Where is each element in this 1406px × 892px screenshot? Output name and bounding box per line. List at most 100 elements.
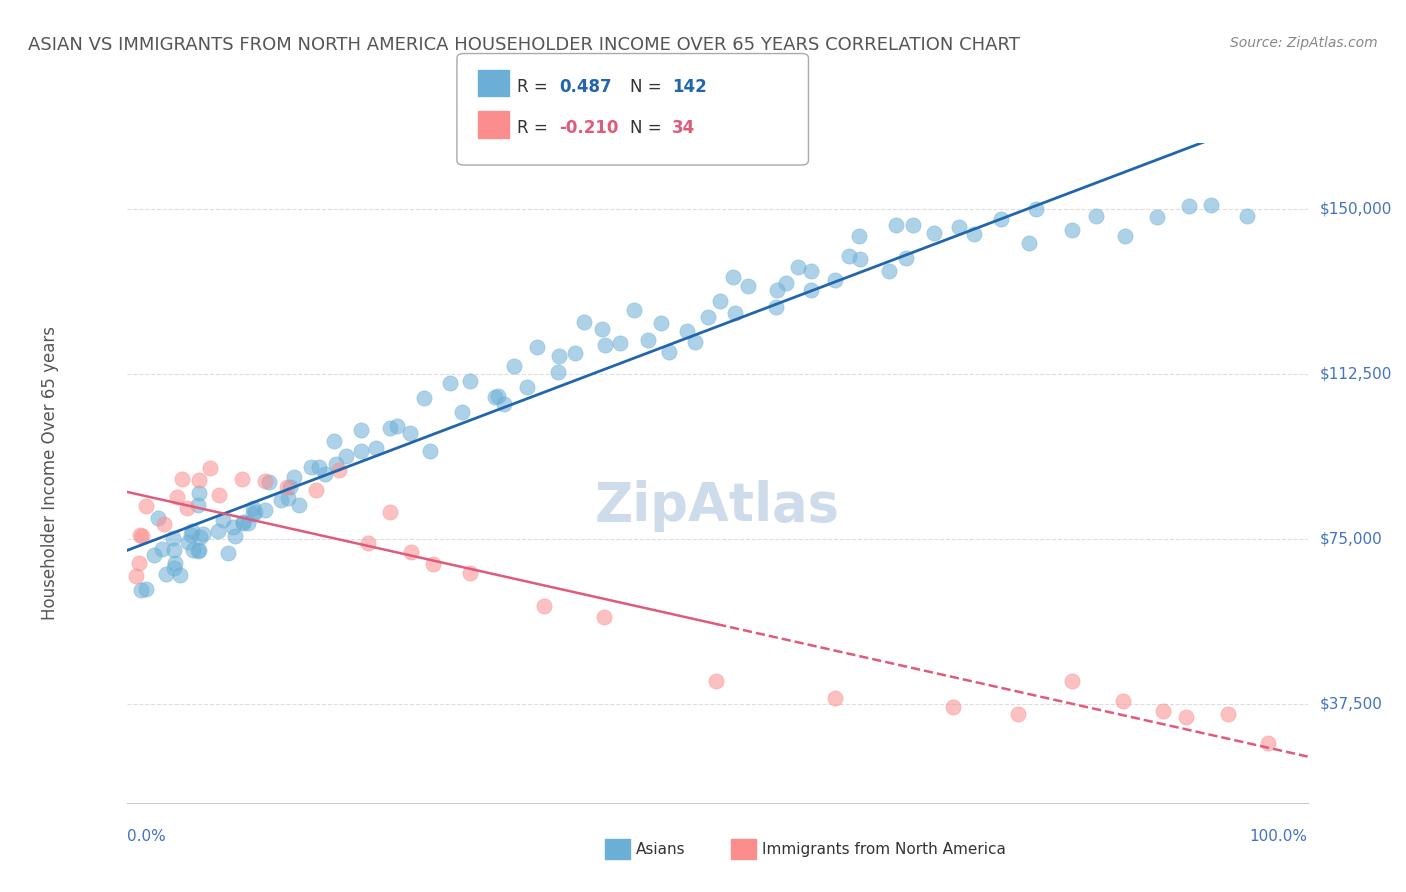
Point <box>1174 710 1197 724</box>
Point <box>232 516 254 530</box>
Text: $75,000: $75,000 <box>1319 532 1382 546</box>
Point <box>1007 706 1029 721</box>
Point <box>422 557 444 571</box>
Point <box>169 568 191 582</box>
Point <box>623 302 645 317</box>
Text: Asians: Asians <box>636 842 685 856</box>
Point <box>129 582 152 597</box>
Point <box>1025 202 1047 216</box>
Point <box>146 510 169 524</box>
Point <box>163 543 186 558</box>
Point <box>548 349 571 363</box>
Point <box>131 529 153 543</box>
Point <box>270 492 292 507</box>
Point <box>503 359 526 373</box>
Point <box>180 527 202 541</box>
Point <box>254 503 277 517</box>
Point <box>283 470 305 484</box>
Point <box>366 442 388 456</box>
Point <box>177 535 200 549</box>
Point <box>800 283 823 297</box>
Point <box>1257 736 1279 750</box>
Point <box>709 293 731 308</box>
Point <box>254 475 277 489</box>
Point <box>948 219 970 234</box>
Point <box>990 211 1012 226</box>
Point <box>1146 210 1168 224</box>
Point <box>378 505 401 519</box>
Point <box>176 500 198 515</box>
Point <box>1018 236 1040 251</box>
Point <box>894 251 917 265</box>
Point <box>787 260 810 275</box>
Point <box>704 673 727 688</box>
Point <box>657 345 679 359</box>
Point <box>1236 210 1258 224</box>
Point <box>775 276 797 290</box>
Point <box>224 529 246 543</box>
Point <box>800 264 823 278</box>
Point <box>721 270 744 285</box>
Point <box>1060 223 1083 237</box>
Point <box>335 449 357 463</box>
Point <box>135 582 157 596</box>
Point <box>128 556 150 570</box>
Point <box>1084 209 1107 223</box>
Point <box>242 501 264 516</box>
Point <box>155 566 177 581</box>
Point <box>591 322 613 336</box>
Point <box>187 543 209 558</box>
Point <box>211 513 233 527</box>
Point <box>458 566 481 580</box>
Point <box>451 404 474 418</box>
Point <box>288 498 311 512</box>
Text: 100.0%: 100.0% <box>1250 830 1308 844</box>
Point <box>737 278 759 293</box>
Point <box>128 528 150 542</box>
Point <box>124 568 146 582</box>
Point <box>308 460 330 475</box>
Point <box>412 392 434 406</box>
Point <box>217 546 239 560</box>
Text: Immigrants from North America: Immigrants from North America <box>762 842 1005 856</box>
Point <box>398 425 420 440</box>
Point <box>877 263 900 277</box>
Point <box>181 542 204 557</box>
Point <box>305 483 328 498</box>
Point <box>849 252 872 267</box>
Point <box>172 472 194 486</box>
Text: R =: R = <box>517 120 554 137</box>
Point <box>162 531 184 545</box>
Point <box>1218 707 1240 722</box>
Point <box>187 486 209 500</box>
Point <box>824 691 846 706</box>
Text: -0.210: -0.210 <box>560 120 619 137</box>
Point <box>486 389 509 403</box>
Point <box>143 548 166 562</box>
Point <box>439 376 461 390</box>
Text: $37,500: $37,500 <box>1319 697 1382 711</box>
Point <box>208 488 231 502</box>
Text: 0.0%: 0.0% <box>127 830 166 844</box>
Point <box>277 491 299 505</box>
Point <box>165 556 187 570</box>
Point <box>526 340 548 354</box>
Point <box>765 300 787 314</box>
Point <box>942 700 965 714</box>
Point <box>232 516 254 530</box>
Point <box>922 227 945 241</box>
Point <box>191 527 214 541</box>
Point <box>188 530 211 544</box>
Point <box>533 599 555 614</box>
Point <box>419 443 441 458</box>
Point <box>257 475 280 489</box>
Point <box>180 524 202 538</box>
Point <box>848 228 870 243</box>
Point <box>884 218 907 232</box>
Point <box>401 545 423 559</box>
Point <box>207 524 229 539</box>
Point <box>1060 673 1083 688</box>
Point <box>1112 693 1135 707</box>
Point <box>186 543 208 558</box>
Text: 34: 34 <box>672 120 696 137</box>
